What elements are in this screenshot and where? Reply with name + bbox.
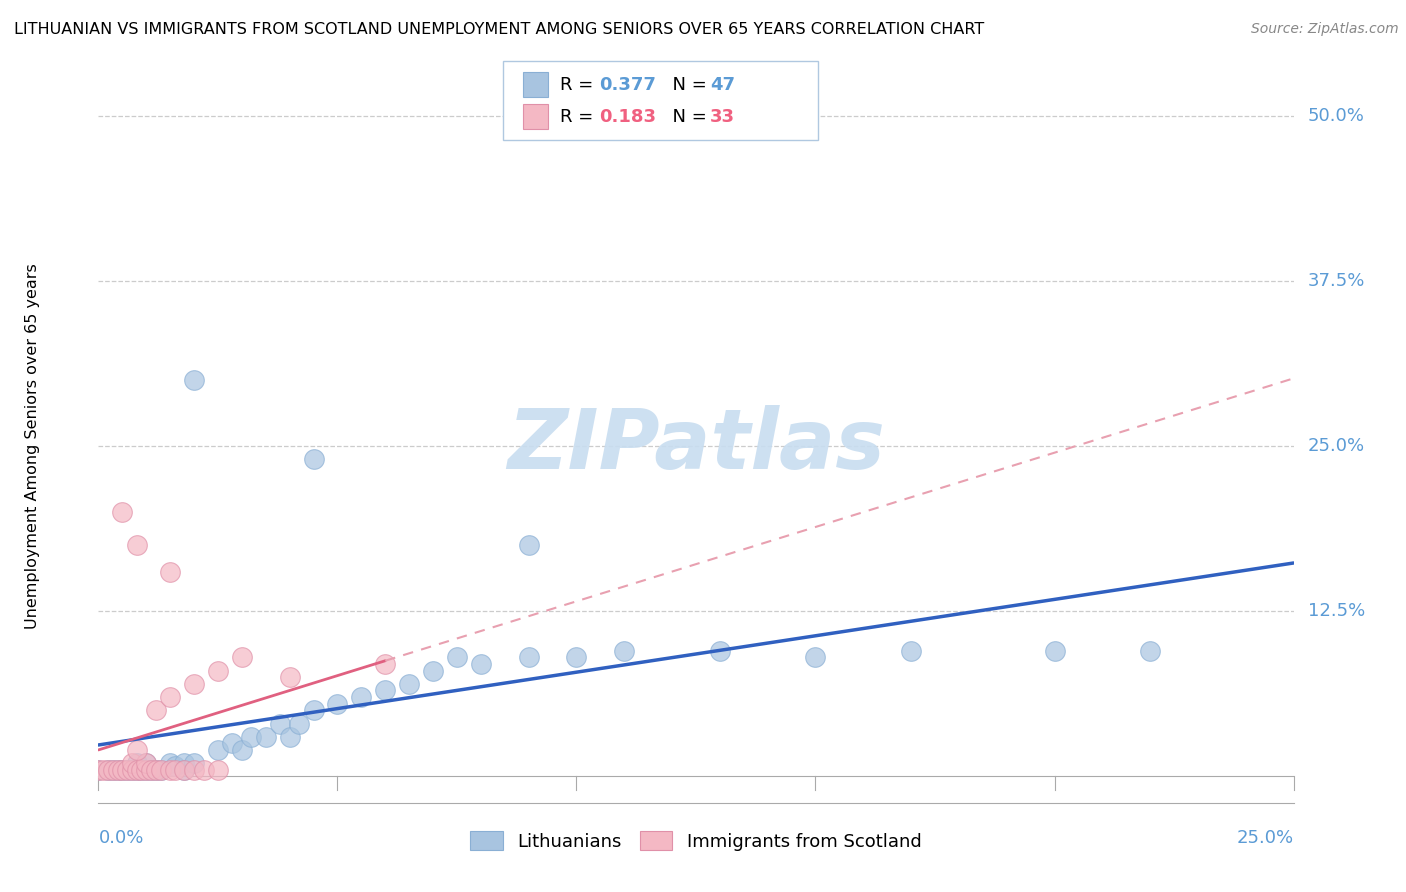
Point bbox=[135, 756, 157, 771]
Point bbox=[159, 690, 181, 704]
Point bbox=[135, 756, 157, 771]
Point bbox=[302, 452, 325, 467]
Point bbox=[87, 763, 110, 777]
Point bbox=[125, 538, 148, 552]
Point bbox=[183, 373, 205, 387]
Point bbox=[97, 763, 120, 777]
Point bbox=[107, 763, 129, 777]
Point bbox=[159, 565, 181, 579]
Point bbox=[125, 763, 148, 777]
Point bbox=[183, 756, 205, 771]
Point bbox=[900, 644, 922, 658]
Point bbox=[139, 763, 162, 777]
Point bbox=[135, 763, 157, 777]
Point bbox=[1043, 644, 1066, 658]
Point bbox=[121, 763, 143, 777]
Text: 0.183: 0.183 bbox=[599, 108, 657, 126]
Text: ZIPatlas: ZIPatlas bbox=[508, 406, 884, 486]
Point bbox=[221, 736, 243, 750]
Point bbox=[709, 644, 731, 658]
Text: 12.5%: 12.5% bbox=[1308, 602, 1365, 620]
Text: 0.377: 0.377 bbox=[599, 76, 655, 94]
Point bbox=[207, 664, 229, 678]
Point bbox=[231, 650, 253, 665]
Point bbox=[278, 730, 301, 744]
Legend: Lithuanians, Immigrants from Scotland: Lithuanians, Immigrants from Scotland bbox=[463, 824, 929, 858]
Point bbox=[87, 763, 110, 777]
Point bbox=[326, 697, 349, 711]
Point bbox=[139, 763, 162, 777]
Point bbox=[350, 690, 373, 704]
Point bbox=[207, 763, 229, 777]
Text: Unemployment Among Seniors over 65 years: Unemployment Among Seniors over 65 years bbox=[25, 263, 41, 629]
Point bbox=[159, 763, 181, 777]
Point bbox=[804, 650, 827, 665]
Text: R =: R = bbox=[560, 108, 599, 126]
Point bbox=[288, 716, 311, 731]
Point bbox=[115, 763, 138, 777]
Point bbox=[193, 763, 215, 777]
Point bbox=[173, 763, 195, 777]
Point bbox=[470, 657, 492, 671]
Point bbox=[111, 763, 134, 777]
Point bbox=[446, 650, 468, 665]
Text: 50.0%: 50.0% bbox=[1308, 107, 1365, 125]
Point bbox=[422, 664, 444, 678]
Point bbox=[254, 730, 277, 744]
Point bbox=[145, 763, 167, 777]
Point bbox=[107, 763, 129, 777]
Point bbox=[97, 763, 120, 777]
Point bbox=[517, 538, 540, 552]
Point bbox=[135, 763, 157, 777]
Point bbox=[91, 763, 114, 777]
Text: N =: N = bbox=[661, 76, 713, 94]
Point bbox=[115, 763, 138, 777]
Point bbox=[278, 670, 301, 684]
Point bbox=[613, 644, 636, 658]
Point bbox=[121, 763, 143, 777]
Text: 33: 33 bbox=[710, 108, 735, 126]
Point bbox=[565, 650, 588, 665]
Point bbox=[173, 756, 195, 771]
Point bbox=[517, 650, 540, 665]
Point bbox=[163, 763, 186, 777]
Point bbox=[398, 677, 420, 691]
Point bbox=[121, 756, 143, 771]
Point bbox=[183, 677, 205, 691]
Point bbox=[125, 763, 148, 777]
Text: Source: ZipAtlas.com: Source: ZipAtlas.com bbox=[1251, 22, 1399, 37]
Point bbox=[231, 743, 253, 757]
Text: 25.0%: 25.0% bbox=[1236, 830, 1294, 847]
Point bbox=[125, 743, 148, 757]
Point bbox=[1139, 644, 1161, 658]
Text: 0.0%: 0.0% bbox=[98, 830, 143, 847]
Point bbox=[302, 703, 325, 717]
Point bbox=[111, 505, 134, 519]
Point bbox=[374, 657, 396, 671]
Point bbox=[131, 763, 153, 777]
Text: LITHUANIAN VS IMMIGRANTS FROM SCOTLAND UNEMPLOYMENT AMONG SENIORS OVER 65 YEARS : LITHUANIAN VS IMMIGRANTS FROM SCOTLAND U… bbox=[14, 22, 984, 37]
Text: 37.5%: 37.5% bbox=[1308, 272, 1365, 290]
Point bbox=[149, 763, 172, 777]
Point bbox=[207, 743, 229, 757]
Point bbox=[101, 763, 124, 777]
Point bbox=[145, 763, 167, 777]
Text: R =: R = bbox=[560, 76, 599, 94]
Point bbox=[149, 763, 172, 777]
Point bbox=[173, 763, 195, 777]
Point bbox=[101, 763, 124, 777]
Point bbox=[240, 730, 263, 744]
Text: 47: 47 bbox=[710, 76, 735, 94]
Point bbox=[159, 756, 181, 771]
Point bbox=[131, 763, 153, 777]
Point bbox=[145, 703, 167, 717]
Text: 25.0%: 25.0% bbox=[1308, 437, 1365, 455]
Point bbox=[163, 759, 186, 773]
Point bbox=[111, 763, 134, 777]
Point bbox=[125, 756, 148, 771]
Point bbox=[183, 763, 205, 777]
Point bbox=[269, 716, 291, 731]
Text: N =: N = bbox=[661, 108, 713, 126]
Point bbox=[374, 683, 396, 698]
